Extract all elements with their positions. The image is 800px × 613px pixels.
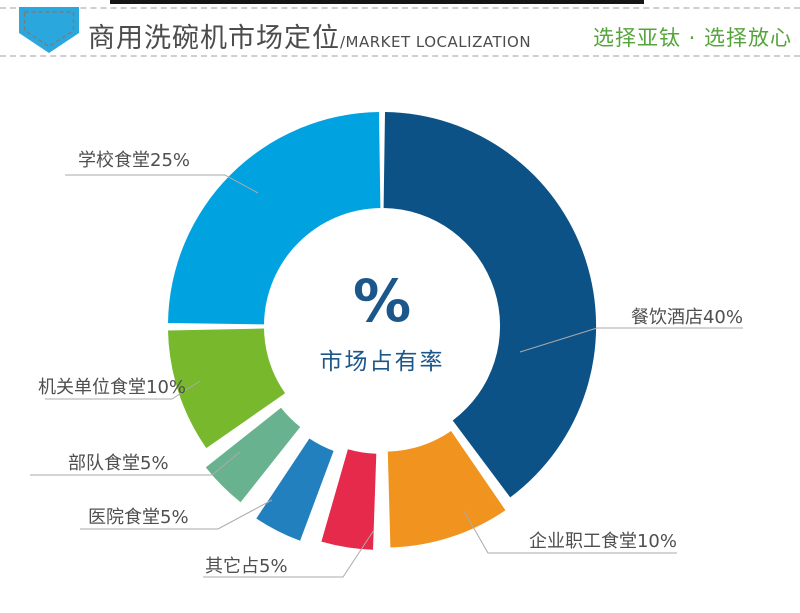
pie-slice-3 [256, 438, 334, 541]
page-title-en: /MARKET LOCALIZATION [340, 33, 532, 51]
label-leader-line-4 [30, 451, 241, 476]
label-leader-line-3 [80, 499, 273, 530]
pie-slice-2 [321, 449, 377, 550]
center-caption: 市场占有率 [319, 349, 445, 375]
ribbon-banner-icon [19, 7, 79, 53]
slice-label-hospital: 医院食堂5% [88, 507, 189, 528]
pie-slice-0 [383, 112, 597, 498]
slice-label-enterprise: 企业职工食堂10% [528, 531, 677, 552]
page-title: 商用洗碗机市场定位/MARKET LOCALIZATION [88, 16, 531, 55]
page-title-cn: 商用洗碗机市场定位 [88, 23, 340, 54]
dashed-divider-bottom [0, 55, 800, 57]
slice-label-military: 部队食堂5% [68, 453, 169, 474]
label-leader-line-5 [45, 380, 201, 400]
label-leader-line-2 [203, 529, 375, 578]
chart-center-label: % 市场占有率 [262, 272, 502, 376]
label-leader-line-0 [519, 327, 743, 353]
center-percent-symbol: % [352, 267, 412, 335]
slice-label-restaurants: 餐饮酒店40% [630, 307, 743, 328]
label-leader-line-1 [463, 510, 677, 554]
pie-slice-4 [205, 407, 301, 503]
label-leader-line-6 [65, 174, 259, 194]
pie-slice-5 [168, 328, 286, 449]
slice-label-other: 其它占5% [205, 556, 288, 577]
dashed-divider-top [0, 7, 800, 9]
slice-label-school: 学校食堂25% [78, 150, 191, 171]
pie-slice-6 [168, 112, 381, 325]
header-slogan: 选择亚钛 · 选择放心 [592, 26, 792, 50]
top-dark-bar [110, 0, 644, 4]
pie-slice-1 [387, 431, 506, 548]
slice-label-government: 机关单位食堂10% [38, 377, 187, 398]
